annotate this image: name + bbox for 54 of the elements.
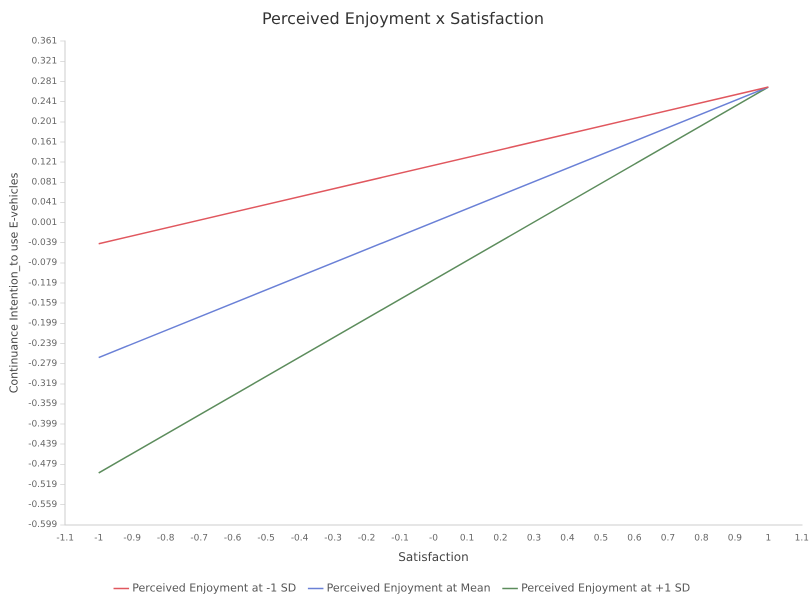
y-tick-label: 0.161	[31, 137, 58, 148]
x-tick-label: 0.6	[627, 534, 642, 544]
x-tick-label: 0.1	[460, 534, 474, 544]
y-tick-label: -0.079	[28, 258, 58, 268]
y-tick-label: -0.439	[28, 440, 58, 450]
x-tick-label: -0.5	[257, 534, 275, 544]
x-tick-label: -0.3	[324, 534, 342, 544]
x-tick-label: -0	[429, 534, 438, 544]
y-tick-label: -0.319	[28, 379, 58, 390]
y-tick-label: 0.121	[31, 157, 58, 168]
y-tick-label: -0.039	[28, 238, 58, 248]
y-tick-label: 0.361	[31, 36, 58, 47]
y-tick-label: -0.279	[28, 358, 58, 369]
y-tick-label: -0.399	[28, 419, 58, 430]
x-tick-label: -0.8	[156, 534, 175, 544]
x-tick-label: 0.7	[660, 534, 676, 544]
y-tick-label: 0.041	[31, 198, 58, 208]
legend-label: Perceived Enjoyment at +1 SD	[521, 581, 690, 594]
x-tick-label: -0.9	[123, 534, 142, 544]
y-tick-label: -0.479	[28, 460, 58, 470]
y-tick-label: 0.081	[31, 178, 58, 188]
chart-title: Perceived Enjoyment x Satisfaction	[262, 8, 544, 28]
y-tick-label: 0.281	[31, 76, 58, 87]
x-tick-label: -0.2	[358, 534, 376, 544]
x-axis-title: Satisfaction	[398, 550, 469, 564]
y-tick-label: 0.241	[31, 96, 58, 107]
y-tick-label: -0.159	[28, 298, 58, 308]
y-tick-label: -0.559	[28, 500, 58, 510]
y-tick-label: 0.001	[31, 218, 58, 228]
y-tick-label: -0.599	[28, 520, 58, 530]
x-tick-label: 1	[765, 534, 772, 544]
x-tick-label: -0.7	[190, 534, 208, 544]
x-tick-label: 0.9	[728, 534, 742, 544]
x-tick-label: -0.4	[290, 534, 309, 544]
y-axis-title: Continuance Intention_to use E-vehicles	[7, 172, 20, 394]
y-tick-label: -0.119	[28, 278, 58, 288]
y-tick-label: -0.199	[28, 318, 58, 329]
x-tick-label: 0.4	[560, 534, 575, 544]
x-tick-label: 1.1	[794, 534, 810, 544]
x-tick-label: 0.8	[694, 534, 709, 544]
x-tick-label: 0.2	[493, 534, 508, 544]
legend-label: Perceived Enjoyment at -1 SD	[132, 581, 296, 594]
x-tick-label: 0.3	[526, 534, 542, 544]
y-tick-label: -0.519	[28, 480, 58, 490]
y-tick-label: -0.359	[28, 399, 58, 410]
y-tick-label: 0.201	[31, 117, 58, 128]
x-tick-label: -0.1	[391, 534, 409, 544]
y-tick-label: 0.321	[31, 56, 58, 67]
x-tick-label: -0.6	[224, 534, 242, 544]
legend-label: Perceived Enjoyment at Mean	[326, 581, 491, 594]
x-tick-label: -1	[94, 534, 104, 544]
y-tick-label: -0.239	[28, 338, 58, 349]
x-tick-label: -1.1	[56, 534, 74, 544]
x-tick-label: 0.5	[594, 534, 608, 544]
